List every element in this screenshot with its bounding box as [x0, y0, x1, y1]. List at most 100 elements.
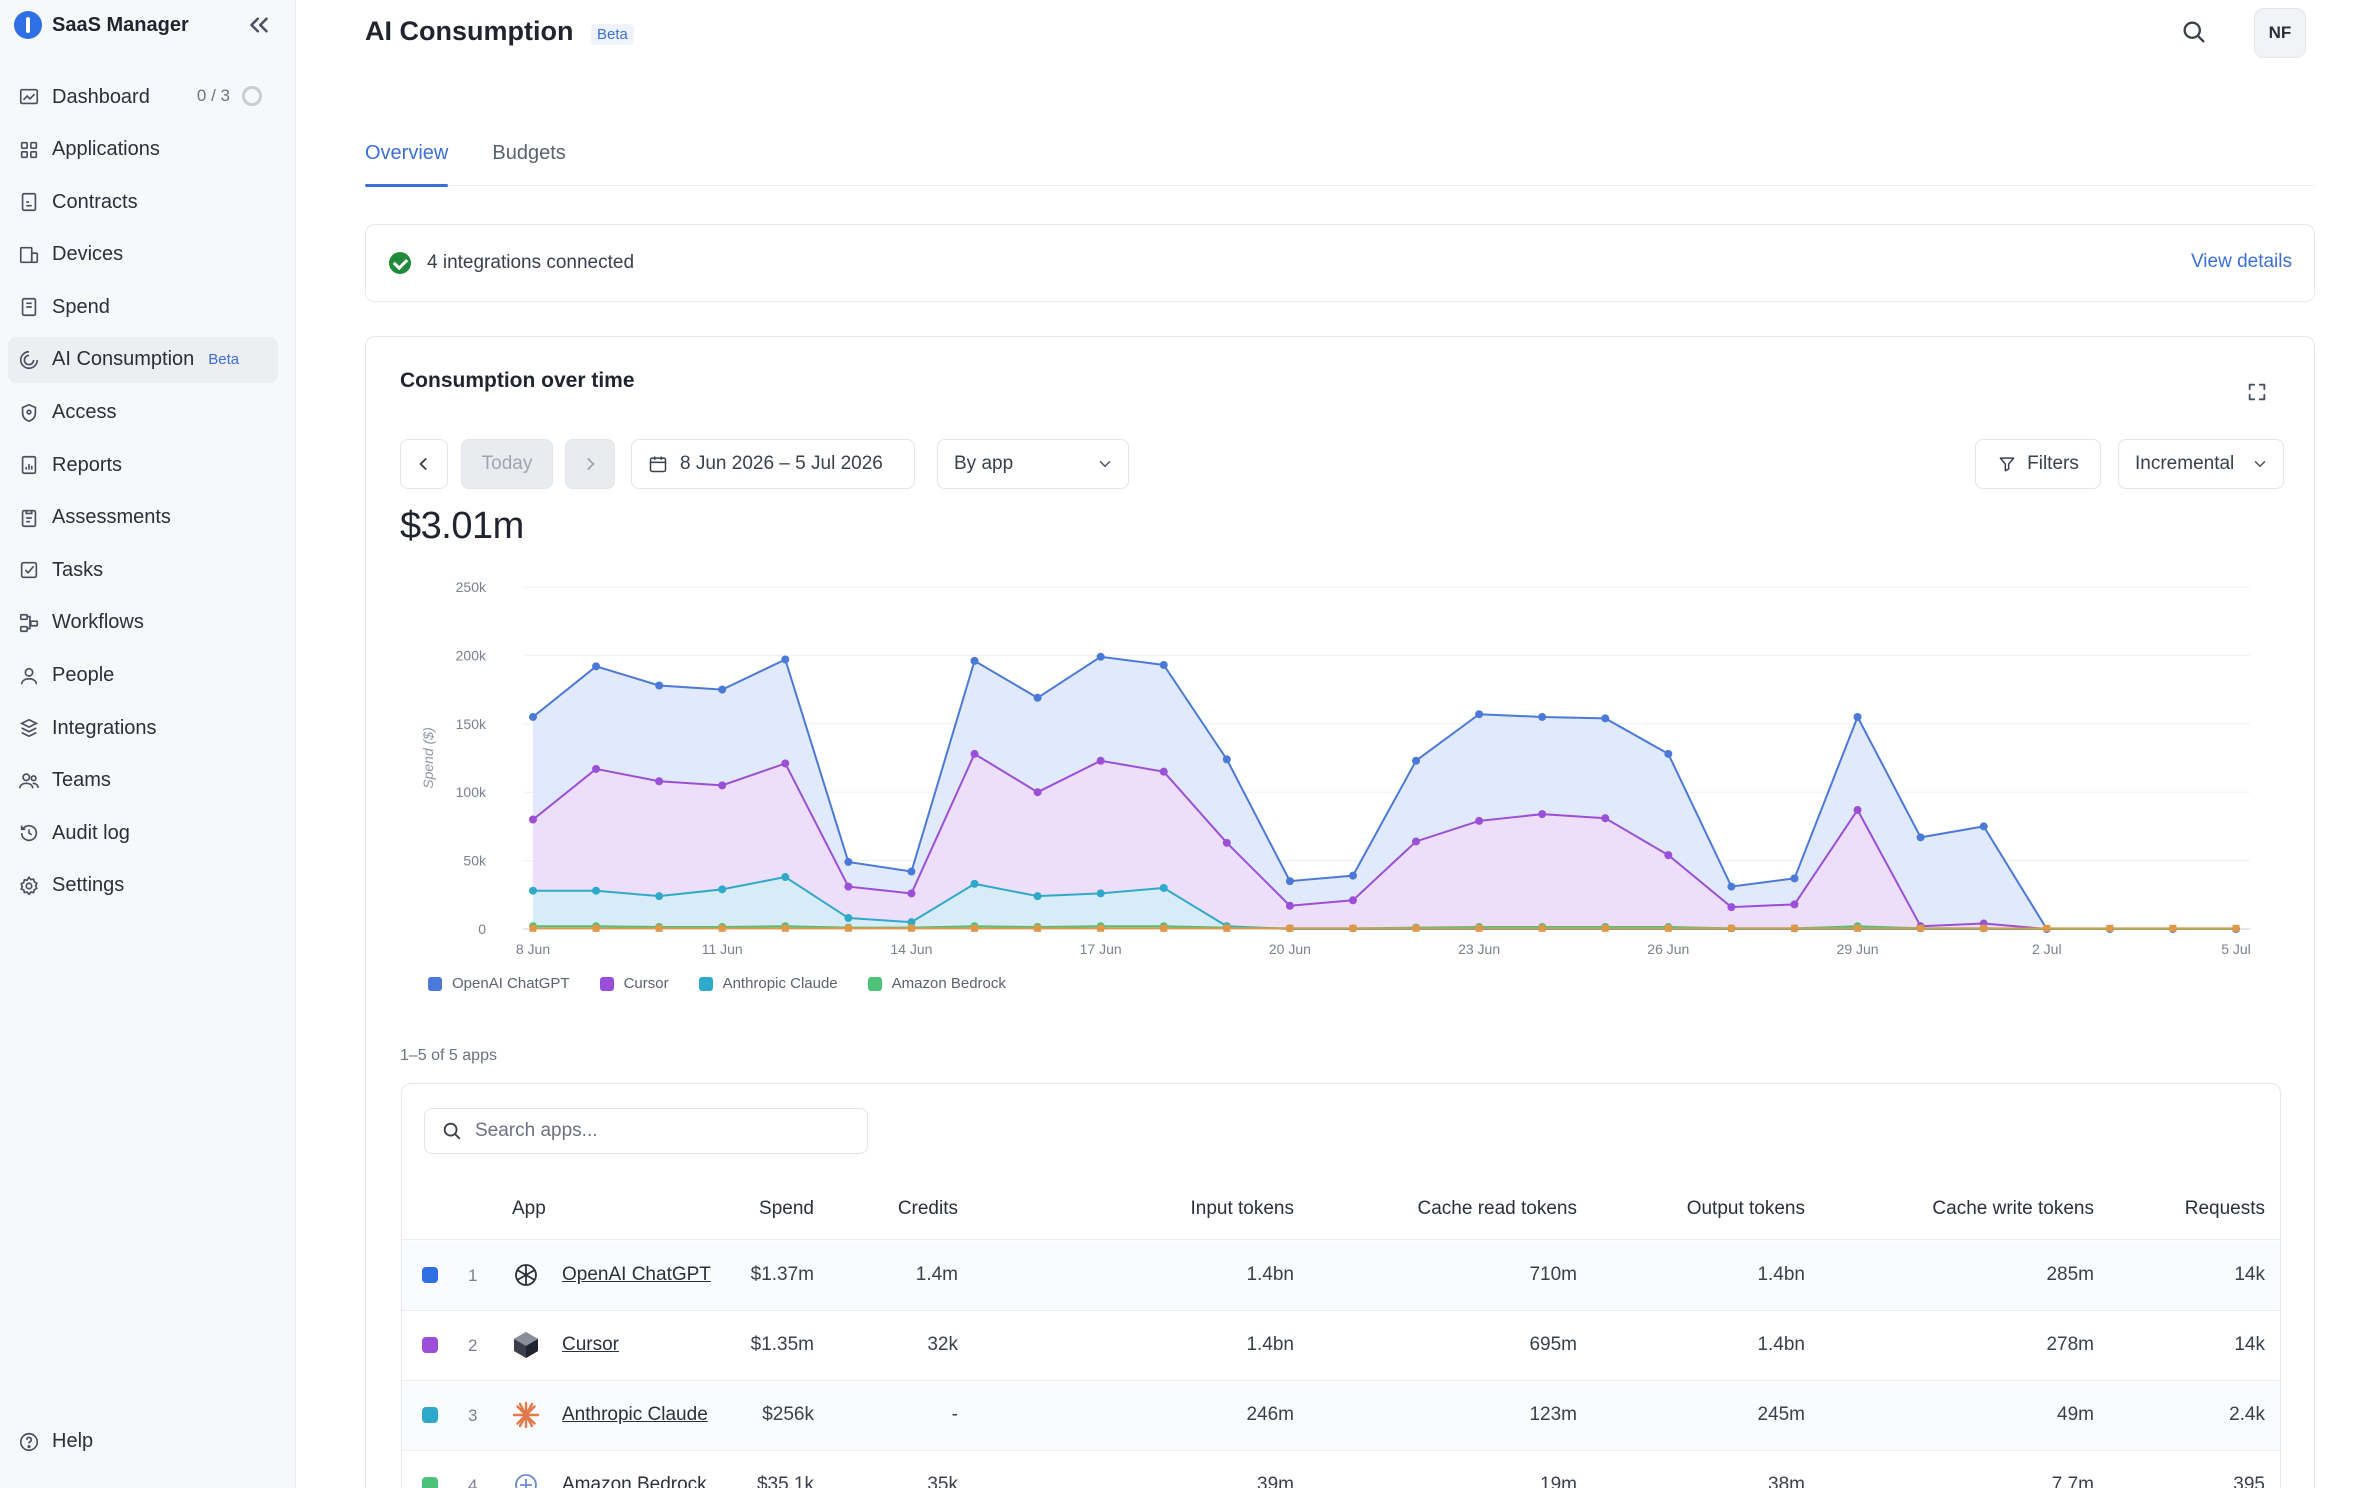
sidebar-item-label: Assessments [52, 506, 171, 529]
today-button[interactable]: Today [461, 439, 553, 489]
sidebar-item-label: Devices [52, 243, 124, 266]
sidebar-item-label: People [52, 664, 115, 687]
data-point [1096, 652, 1105, 661]
table-row[interactable]: 2 Cursor $1.35m 32k 1.4bn 695m 1.4bn 278m 14k [402, 1311, 2280, 1381]
previous-period-button[interactable] [400, 439, 448, 489]
column-header-cache-read-tokens[interactable]: Cache read tokens [1417, 1198, 1578, 1219]
series-area [533, 753, 2236, 929]
chevron-down-icon [2254, 461, 2266, 468]
date-range-picker[interactable]: 8 Jun 2026 – 5 Jul 2026 [631, 439, 915, 489]
sidebar-item-people[interactable]: People [8, 653, 278, 699]
table-row[interactable]: 3 Anthropic Claude $256k - 246m 123m 245m 49m 2.… [402, 1381, 2280, 1451]
x-tick-label: 17 Jun [1080, 941, 1122, 957]
column-header-input-tokens[interactable]: Input tokens [1190, 1198, 1294, 1219]
data-point [1159, 883, 1168, 892]
tab-overview[interactable]: Overview [365, 138, 449, 187]
cell-credits: 32k [927, 1334, 958, 1355]
x-tick-label: 2 Jul [2032, 941, 2062, 957]
data-point [2043, 924, 2051, 932]
table-row[interactable]: 4 Amazon Bedrock $35.1k 35k 39m 19m 38m 7.7m 395 [402, 1451, 2280, 1488]
history-icon [20, 825, 38, 842]
cell-requests: 14k [2234, 1334, 2265, 1355]
chevron-right-icon [587, 458, 595, 470]
data-point [1159, 767, 1168, 776]
brand-name: SaaS Manager [52, 13, 189, 36]
row-color-swatch [422, 1337, 438, 1353]
app-name-link[interactable]: Anthropic Claude [562, 1404, 708, 1425]
row-color-swatch [422, 1477, 438, 1488]
filters-button[interactable]: Filters [1975, 439, 2101, 489]
chevron-left-icon [419, 458, 427, 470]
consumption-chart: 0 50k 100k 150k 200k 250k Spend ($) 8 Jun 11 Jun… [420, 579, 2251, 957]
cell-credits: 35k [927, 1474, 958, 1488]
cell-requests: 14k [2234, 1264, 2265, 1285]
data-point [781, 655, 790, 664]
data-point [1980, 924, 1988, 932]
cursor-icon [510, 1329, 542, 1361]
sidebar-item-teams[interactable]: Teams [8, 758, 278, 804]
ai-icon [19, 350, 39, 370]
onboarding-progress[interactable]: 0 / 3 [197, 86, 262, 106]
sidebar-item-contracts[interactable]: Contracts [8, 179, 278, 225]
mode-select[interactable]: Incremental [2118, 439, 2284, 489]
beta-badge: Beta [208, 351, 240, 369]
column-header-app[interactable]: App [512, 1198, 546, 1219]
data-point [1475, 924, 1483, 932]
series-area [533, 877, 2236, 929]
legend-swatch [599, 976, 614, 991]
collapse-sidebar-icon[interactable] [244, 10, 274, 40]
data-point [907, 918, 916, 927]
column-header-cache-write-tokens[interactable]: Cache write tokens [1932, 1198, 2094, 1219]
help-link[interactable]: Help [18, 1430, 93, 1453]
data-point [1601, 714, 1610, 723]
view-details-link[interactable]: View details [2190, 251, 2292, 272]
brand[interactable]: SaaS Manager [14, 10, 189, 40]
sidebar-item-assessments[interactable]: Assessments [8, 495, 278, 541]
cell-input: 1.4bn [1246, 1334, 1294, 1355]
legend-item[interactable]: Anthropic Claude [698, 975, 838, 992]
sidebar-item-applications[interactable]: Applications [8, 127, 278, 173]
app-name-link[interactable]: Cursor [562, 1334, 620, 1355]
sidebar-item-dashboard[interactable]: Dashboard 0 / 3 [8, 74, 278, 120]
x-tick-label: 14 Jun [890, 941, 932, 957]
sidebar-item-integrations[interactable]: Integrations [8, 705, 278, 751]
app-name-link[interactable]: Amazon Bedrock [562, 1474, 707, 1488]
legend-item[interactable]: Amazon Bedrock [867, 975, 1006, 992]
sidebar-item-audit-log[interactable]: Audit log [8, 810, 278, 856]
search-apps-field[interactable] [424, 1108, 868, 1154]
sidebar-item-access[interactable]: Access [8, 390, 278, 436]
sidebar-item-spend[interactable]: Spend [8, 284, 278, 330]
tab-budgets[interactable]: Budgets [492, 142, 566, 164]
search-apps-input[interactable] [475, 1120, 855, 1142]
cell-spend: $1.35m [750, 1334, 814, 1355]
column-header-credits[interactable]: Credits [897, 1198, 958, 1219]
column-header-spend[interactable]: Spend [759, 1198, 814, 1219]
next-period-button[interactable] [565, 439, 615, 489]
legend-item[interactable]: Cursor [599, 975, 669, 992]
data-point [1790, 900, 1799, 909]
sidebar-item-workflows[interactable]: Workflows [8, 600, 278, 646]
data-point [1412, 924, 1420, 932]
data-point [1033, 892, 1042, 901]
cell-input: 39m [1257, 1474, 1294, 1488]
x-tick-label: 8 Jun [516, 941, 550, 957]
data-point [1790, 924, 1798, 932]
search-icon[interactable] [2180, 18, 2208, 46]
table-row[interactable]: 1 OpenAI ChatGPT $1.37m 1.4m 1.4bn 710m 1.4bn 2… [402, 1241, 2280, 1311]
expand-icon[interactable] [2246, 381, 2268, 403]
cell-cache-read: 19m [1540, 1474, 1577, 1488]
sidebar-item-tasks[interactable]: Tasks [8, 547, 278, 593]
app-name-link[interactable]: OpenAI ChatGPT [562, 1264, 711, 1285]
sidebar-item-devices[interactable]: Devices [8, 232, 278, 278]
sidebar-item-reports[interactable]: Reports [8, 442, 278, 488]
group-by-select[interactable]: By app [937, 439, 1129, 489]
sidebar-item-ai-consumption[interactable]: AI Consumption Beta [8, 336, 278, 383]
data-point [1727, 903, 1736, 912]
row-color-swatch [422, 1267, 438, 1283]
sidebar-item-settings[interactable]: Settings [8, 863, 278, 909]
legend-item[interactable]: OpenAI ChatGPT [428, 975, 570, 992]
user-avatar[interactable]: NF [2254, 8, 2306, 58]
column-header-output-tokens[interactable]: Output tokens [1686, 1198, 1805, 1219]
column-header-requests[interactable]: Requests [2184, 1198, 2265, 1219]
data-point [1223, 924, 1231, 932]
